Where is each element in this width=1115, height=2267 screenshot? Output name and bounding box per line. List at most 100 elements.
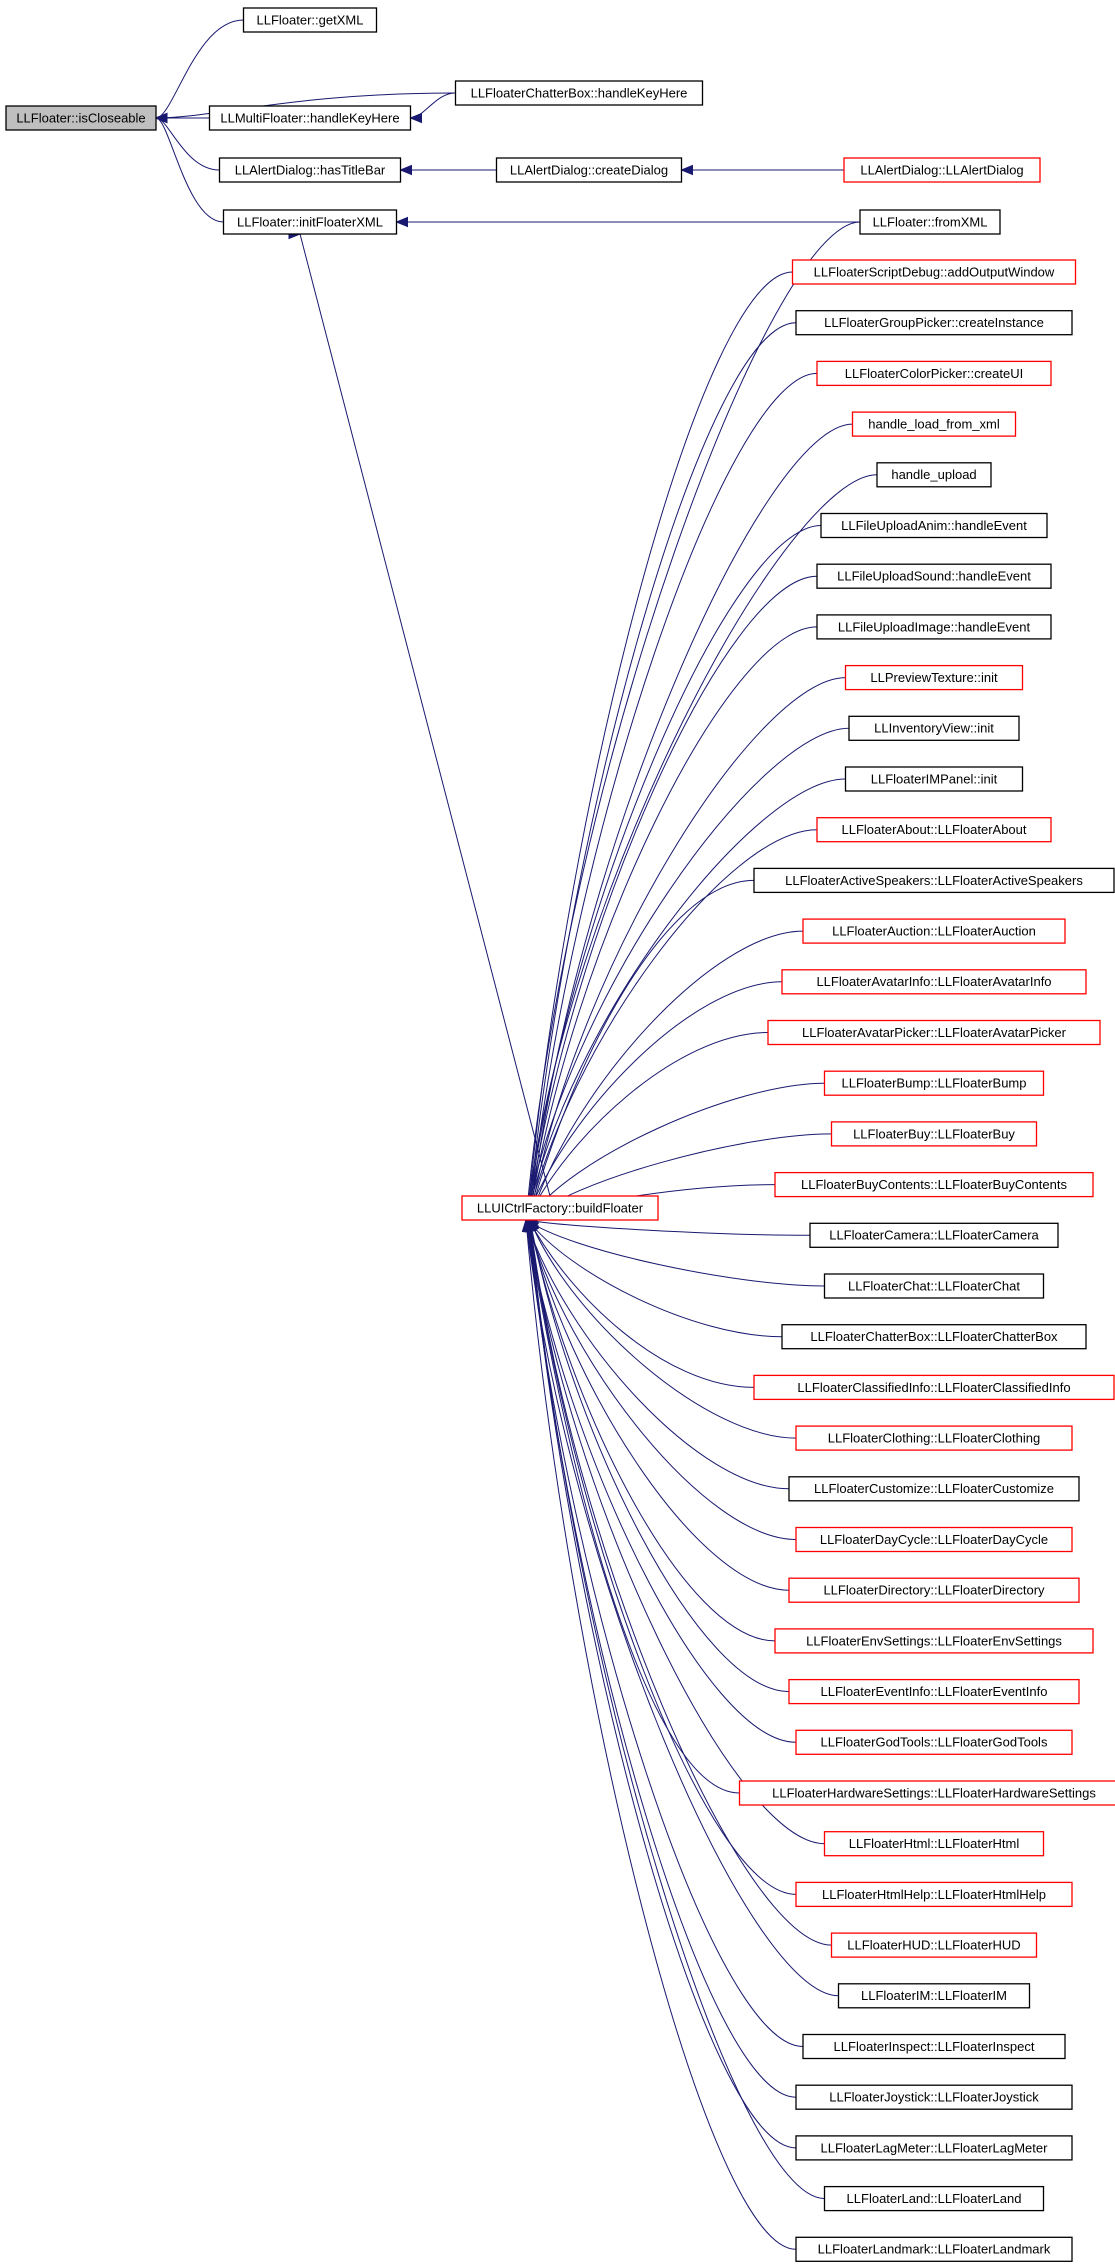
node-box[interactable] — [859, 209, 1001, 235]
node-box[interactable] — [802, 2033, 1066, 2060]
graph-node-n20[interactable]: LLFloaterCamera::LLFloaterCamera — [809, 1222, 1059, 1248]
graph-node-getXML[interactable]: LLFloater::getXML — [242, 7, 378, 33]
graph-node-n14[interactable]: LLFloaterAuction::LLFloaterAuction — [802, 918, 1066, 944]
graph-node-n7[interactable]: LLFileUploadSound::handleEvent — [816, 563, 1052, 589]
graph-node-n29[interactable]: LLFloaterEventInfo::LLFloaterEventInfo — [788, 1678, 1080, 1705]
node-box[interactable] — [788, 1476, 1080, 1502]
node-box[interactable] — [816, 614, 1052, 640]
graph-node-n35[interactable]: LLFloaterIM::LLFloaterIM — [837, 1983, 1031, 2009]
graph-node-n39[interactable]: LLFloaterLand::LLFloaterLand — [823, 2185, 1045, 2212]
graph-node-n28[interactable]: LLFloaterEnvSettings::LLFloaterEnvSettin… — [774, 1628, 1094, 1654]
node-box[interactable] — [837, 1983, 1031, 2009]
node-box[interactable] — [495, 157, 683, 183]
node-box[interactable] — [816, 360, 1052, 387]
graph-node-isCloseable[interactable]: LLFloater::isCloseable — [5, 105, 157, 131]
graph-node-n16[interactable]: LLFloaterAvatarPicker::LLFloaterAvatarPi… — [767, 1019, 1101, 1046]
node-box[interactable] — [774, 1171, 1094, 1198]
graph-node-alertCtor[interactable]: LLAlertDialog::LLAlertDialog — [843, 157, 1041, 183]
node-box[interactable] — [795, 310, 1073, 336]
graph-node-n26[interactable]: LLFloaterDayCycle::LLFloaterDayCycle — [795, 1526, 1073, 1553]
graph-node-n19[interactable]: LLFloaterBuyContents::LLFloaterBuyConten… — [774, 1171, 1094, 1198]
graph-node-createDialog[interactable]: LLAlertDialog::createDialog — [495, 157, 683, 183]
node-box[interactable] — [222, 209, 398, 235]
graph-node-n11[interactable]: LLFloaterIMPanel::init — [844, 766, 1024, 792]
node-box[interactable] — [823, 1070, 1045, 1096]
graph-node-n3[interactable]: LLFloaterColorPicker::createUI — [816, 360, 1052, 387]
node-box[interactable] — [851, 411, 1017, 437]
node-box[interactable] — [767, 1019, 1101, 1046]
node-box[interactable] — [816, 563, 1052, 589]
node-box[interactable] — [242, 7, 378, 33]
node-box[interactable] — [816, 817, 1052, 843]
graph-node-n36[interactable]: LLFloaterInspect::LLFloaterInspect — [802, 2033, 1066, 2060]
graph-node-n10[interactable]: LLInventoryView::init — [848, 715, 1020, 741]
node-box[interactable] — [781, 969, 1087, 995]
node-box[interactable] — [5, 105, 157, 131]
node-box[interactable] — [788, 1678, 1080, 1705]
node-box[interactable] — [843, 157, 1041, 183]
graph-node-n30[interactable]: LLFloaterGodTools::LLFloaterGodTools — [795, 1729, 1073, 1755]
node-box[interactable] — [823, 2185, 1045, 2212]
node-box[interactable] — [788, 1577, 1080, 1603]
node-box[interactable] — [830, 1932, 1038, 1958]
graph-node-n23[interactable]: LLFloaterClassifiedInfo::LLFloaterClassi… — [753, 1374, 1115, 1401]
graph-node-n12[interactable]: LLFloaterAbout::LLFloaterAbout — [816, 817, 1052, 843]
graph-node-n31[interactable]: LLFloaterHardwareSettings::LLFloaterHard… — [738, 1780, 1115, 1806]
node-box[interactable] — [218, 157, 402, 183]
node-box[interactable] — [738, 1780, 1115, 1806]
node-box[interactable] — [795, 2084, 1073, 2110]
node-box[interactable] — [461, 1195, 659, 1221]
node-box[interactable] — [823, 1831, 1045, 1857]
node-box[interactable] — [454, 80, 704, 106]
graph-node-n38[interactable]: LLFloaterLagMeter::LLFloaterLagMeter — [795, 2135, 1073, 2161]
graph-node-n17[interactable]: LLFloaterBump::LLFloaterBump — [823, 1070, 1045, 1096]
graph-node-n2[interactable]: LLFloaterGroupPicker::createInstance — [795, 310, 1073, 336]
graph-node-n25[interactable]: LLFloaterCustomize::LLFloaterCustomize — [788, 1476, 1080, 1502]
node-box[interactable] — [781, 1324, 1087, 1350]
graph-node-n6[interactable]: LLFileUploadAnim::handleEvent — [820, 512, 1048, 539]
graph-node-n5[interactable]: handle_upload — [876, 462, 992, 488]
node-box[interactable] — [795, 1729, 1073, 1755]
graph-node-multiKey[interactable]: LLMultiFloater::handleKeyHere — [208, 105, 412, 131]
graph-node-n37[interactable]: LLFloaterJoystick::LLFloaterJoystick — [795, 2084, 1073, 2110]
node-box[interactable] — [795, 1881, 1073, 1908]
node-box[interactable] — [795, 1526, 1073, 1553]
graph-node-fromXML[interactable]: LLFloater::fromXML — [859, 209, 1001, 235]
graph-node-n24[interactable]: LLFloaterClothing::LLFloaterClothing — [795, 1425, 1073, 1451]
graph-node-chatterKey[interactable]: LLFloaterChatterBox::handleKeyHere — [454, 80, 704, 106]
graph-node-n33[interactable]: LLFloaterHtmlHelp::LLFloaterHtmlHelp — [795, 1881, 1073, 1908]
graph-node-buildFloater[interactable]: LLUICtrlFactory::buildFloater — [461, 1195, 659, 1221]
graph-node-n1[interactable]: LLFloaterScriptDebug::addOutputWindow — [791, 259, 1077, 285]
graph-node-n40[interactable]: LLFloaterLandmark::LLFloaterLandmark — [795, 2236, 1073, 2262]
graph-node-initFloaterXML[interactable]: LLFloater::initFloaterXML — [222, 209, 398, 235]
node-box[interactable] — [848, 715, 1020, 741]
node-box[interactable] — [844, 664, 1024, 691]
node-box[interactable] — [823, 1273, 1045, 1299]
node-box[interactable] — [774, 1628, 1094, 1654]
graph-node-n15[interactable]: LLFloaterAvatarInfo::LLFloaterAvatarInfo — [781, 969, 1087, 995]
graph-node-n8[interactable]: LLFileUploadImage::handleEvent — [816, 614, 1052, 640]
node-box[interactable] — [753, 867, 1115, 894]
graph-node-n9[interactable]: LLPreviewTexture::init — [844, 664, 1024, 691]
node-box[interactable] — [844, 766, 1024, 792]
graph-node-n18[interactable]: LLFloaterBuy::LLFloaterBuy — [830, 1121, 1038, 1147]
node-box[interactable] — [791, 259, 1077, 285]
graph-node-n27[interactable]: LLFloaterDirectory::LLFloaterDirectory — [788, 1577, 1080, 1603]
graph-node-n34[interactable]: LLFloaterHUD::LLFloaterHUD — [830, 1932, 1038, 1958]
graph-node-n32[interactable]: LLFloaterHtml::LLFloaterHtml — [823, 1831, 1045, 1857]
graph-node-hasTitleBar[interactable]: LLAlertDialog::hasTitleBar — [218, 157, 402, 183]
node-box[interactable] — [830, 1121, 1038, 1147]
node-box[interactable] — [753, 1374, 1115, 1401]
graph-node-n21[interactable]: LLFloaterChat::LLFloaterChat — [823, 1273, 1045, 1299]
node-box[interactable] — [820, 512, 1048, 539]
node-box[interactable] — [876, 462, 992, 488]
node-box[interactable] — [802, 918, 1066, 944]
node-box[interactable] — [809, 1222, 1059, 1248]
graph-node-n13[interactable]: LLFloaterActiveSpeakers::LLFloaterActive… — [753, 867, 1115, 894]
node-box[interactable] — [795, 2236, 1073, 2262]
graph-node-n4[interactable]: handle_load_from_xml — [851, 411, 1017, 437]
node-box[interactable] — [795, 1425, 1073, 1451]
node-box[interactable] — [795, 2135, 1073, 2161]
graph-node-n22[interactable]: LLFloaterChatterBox::LLFloaterChatterBox — [781, 1324, 1087, 1350]
node-box[interactable] — [208, 105, 412, 131]
